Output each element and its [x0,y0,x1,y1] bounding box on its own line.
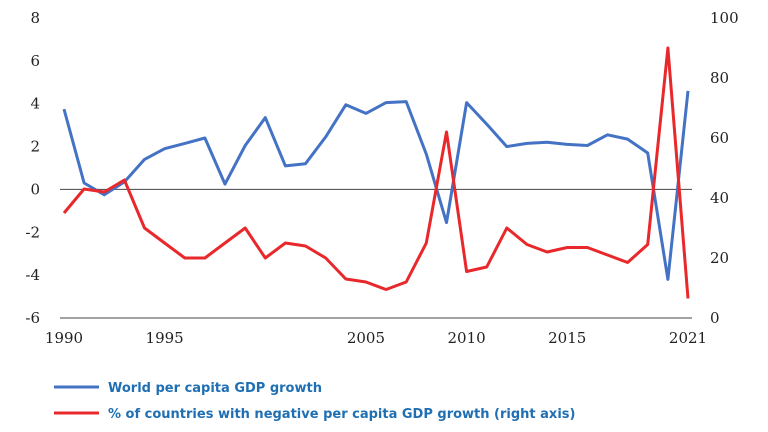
x-tick-label: 2010 [447,329,485,347]
legend-label-world-gdp: World per capita GDP growth [108,381,322,396]
series-lines [62,46,690,299]
x-tick-label: 2015 [548,329,586,347]
x-tick-label: 1995 [146,329,184,347]
y-left-tick-label: 2 [30,138,40,156]
y-left-tick-label: -6 [25,309,40,327]
y-right-tick-label: 0 [710,309,720,327]
y-right-tick-label: 40 [710,189,729,207]
x-tick-label: 2005 [347,329,385,347]
series-line-negative-growth [62,46,690,299]
legend-label-negative-growth: % of countries with negative per capita … [108,407,575,422]
y-right-tick-label: 100 [710,9,739,27]
y-left-tick-label: 4 [30,95,40,113]
y-left-tick-label: 8 [30,9,40,27]
y-left-tick-label: -2 [25,223,40,241]
y-right-tick-label: 80 [710,69,729,87]
legend: World per capita GDP growth % of countri… [54,381,575,422]
x-tick-label: 2021 [669,329,707,347]
y-left-tick-label: 6 [30,52,40,70]
y-left-tick-label: 0 [30,180,40,198]
y-right-tick-label: 60 [710,129,729,147]
series-line-world-gdp [62,90,690,281]
y-right-tick-label: 20 [710,249,729,267]
x-tick-label: 1990 [45,329,83,347]
y-left-tick-label: -4 [25,266,40,284]
